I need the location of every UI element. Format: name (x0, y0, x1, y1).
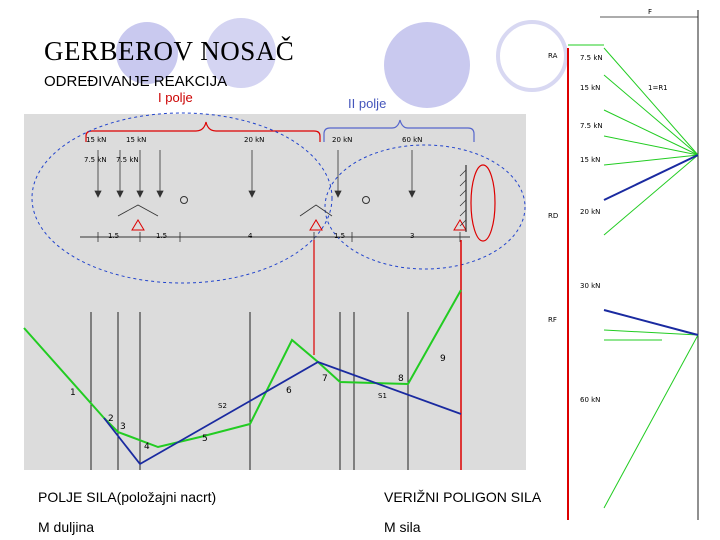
span-label-5: 3 (410, 232, 415, 240)
polygon-label-9: 9 (440, 354, 446, 364)
force-label-7: 60 kN (580, 396, 601, 404)
polygon-label-5: 5 (202, 434, 208, 444)
load-label-3: 20 kN (244, 136, 265, 144)
decor-circle-3 (384, 22, 470, 108)
polygon-label-2: 2 (108, 414, 114, 424)
caption-bottom-right: M sila (384, 519, 421, 535)
reaction-label-rd: RD (548, 212, 559, 220)
ray-label-s2: S2 (218, 402, 227, 410)
reaction-label-ra: RA (548, 52, 558, 60)
caption-right: VERIŽNI POLIGON SILA (384, 489, 542, 505)
force-label-4: 15 kN (580, 156, 601, 164)
force-label-5: 20 kN (580, 208, 601, 216)
polygon-label-4: 4 (144, 442, 150, 452)
load-label-1: 15 kN (86, 136, 107, 144)
span-label-1: 1.5 (108, 232, 120, 240)
force-plan-header: F (648, 8, 653, 16)
page-subtitle: ODREĐIVANJE REAKCIJA (44, 73, 228, 90)
span-label-2: 1.5 (156, 232, 168, 240)
polygon-label-1: 1 (70, 388, 76, 398)
page-title: GERBEROV NOSAČ (44, 36, 295, 66)
span-label-4: 1.5 (334, 232, 346, 240)
field-1-label: I polje (158, 90, 193, 105)
polygon-label-3: 3 (120, 422, 126, 432)
force-plan-note: 1=R1 (648, 84, 668, 92)
reaction-label-rf: RF (548, 316, 557, 324)
diagram-panel (24, 114, 526, 470)
field-2-label: II polje (348, 96, 387, 111)
decor-circle-1 (116, 22, 178, 84)
load-label-2: 15 kN (126, 136, 147, 144)
span-label-3: 4 (248, 232, 253, 240)
force-label-6: 30 kN (580, 282, 601, 290)
decor-ring-4 (496, 20, 568, 92)
load-label-5: 60 kN (402, 136, 423, 144)
caption-bottom-left: M duljina (38, 519, 95, 535)
load-label-7: 7.5 kN (116, 156, 139, 164)
load-label-4: 20 kN (332, 136, 353, 144)
force-label-3: 7.5 kN (580, 122, 603, 130)
polygon-label-7: 7 (322, 374, 328, 384)
ray-label-s1: S1 (378, 392, 387, 400)
polygon-label-6: 6 (286, 386, 292, 396)
load-label-6: 7.5 kN (84, 156, 107, 164)
caption-left: POLJE SILA(položajni nacrt) (38, 489, 217, 505)
force-label-2: 15 kN (580, 84, 601, 92)
decor-circle-2 (206, 18, 276, 88)
force-label-1: 7.5 kN (580, 54, 603, 62)
polygon-label-8: 8 (398, 374, 404, 384)
